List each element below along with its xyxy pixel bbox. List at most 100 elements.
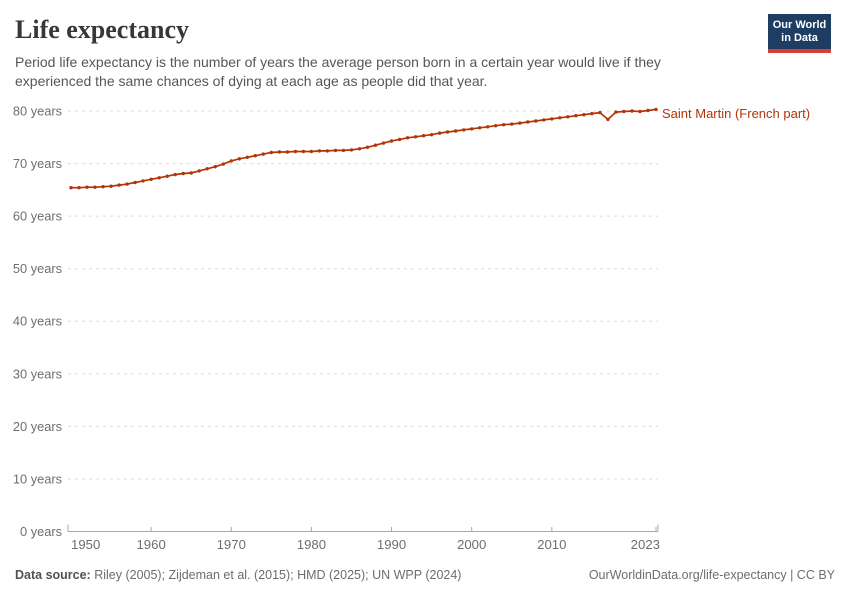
data-point[interactable]	[133, 180, 137, 185]
data-point[interactable]	[622, 109, 626, 114]
data-point[interactable]	[109, 184, 113, 188]
data-point[interactable]	[317, 149, 322, 153]
data-point[interactable]	[445, 130, 450, 134]
data-point[interactable]	[221, 162, 225, 166]
data-point[interactable]	[630, 109, 634, 113]
data-point[interactable]	[510, 122, 514, 126]
data-point[interactable]	[614, 110, 618, 114]
data-point[interactable]	[125, 182, 129, 186]
data-point[interactable]	[405, 136, 410, 140]
page-title: Life expectancy	[15, 15, 190, 44]
data-point[interactable]	[253, 154, 257, 158]
data-point[interactable]	[309, 149, 314, 154]
x-tick-label: 1960	[136, 537, 165, 552]
x-tick-label: 1980	[297, 537, 326, 552]
y-tick-label: 60 years	[13, 209, 62, 224]
data-point[interactable]	[245, 155, 249, 159]
data-source-label: Data source:	[15, 568, 91, 582]
y-tick-label: 30 years	[13, 366, 62, 381]
data-point[interactable]	[389, 139, 394, 143]
data-point[interactable]	[157, 176, 161, 180]
data-point[interactable]	[277, 150, 282, 154]
data-point[interactable]	[421, 134, 426, 138]
data-point[interactable]	[213, 165, 217, 169]
data-point[interactable]	[413, 135, 418, 139]
data-point[interactable]	[341, 148, 346, 153]
data-point[interactable]	[534, 119, 538, 123]
data-point[interactable]	[141, 179, 145, 183]
data-point[interactable]	[261, 152, 265, 156]
data-point[interactable]	[77, 186, 81, 190]
data-point[interactable]	[101, 185, 105, 189]
data-point[interactable]	[381, 141, 386, 145]
data-point[interactable]	[285, 150, 290, 154]
data-point[interactable]	[173, 172, 177, 177]
data-point[interactable]	[478, 126, 482, 130]
data-point[interactable]	[454, 129, 458, 133]
y-tick-label: 70 years	[13, 156, 62, 171]
chart-subtitle: Period life expectancy is the number of …	[15, 53, 661, 91]
data-point[interactable]	[494, 124, 498, 128]
data-point[interactable]	[590, 111, 594, 116]
data-point[interactable]	[181, 171, 185, 176]
series-line[interactable]	[70, 108, 657, 189]
data-point[interactable]	[542, 118, 546, 122]
data-point[interactable]	[237, 157, 241, 161]
data-point[interactable]	[149, 177, 153, 181]
data-point[interactable]	[93, 185, 97, 189]
data-point[interactable]	[462, 128, 466, 132]
data-point[interactable]	[325, 149, 330, 153]
data-point[interactable]	[646, 108, 650, 113]
data-source: Data source: Riley (2005); Zijdeman et a…	[15, 568, 461, 582]
data-point[interactable]	[229, 159, 233, 163]
data-point[interactable]	[269, 150, 273, 155]
data-point[interactable]	[582, 113, 586, 117]
data-point[interactable]	[654, 107, 658, 112]
data-point[interactable]	[638, 109, 642, 114]
data-point[interactable]	[69, 186, 73, 190]
x-tick-label: 2010	[537, 537, 566, 552]
data-point[interactable]	[429, 133, 434, 137]
data-point[interactable]	[606, 117, 610, 122]
data-point[interactable]	[486, 125, 490, 129]
chart-subtitle-line1: Period life expectancy is the number of …	[15, 54, 661, 70]
owid-logo[interactable]: Our World in Data	[768, 14, 831, 53]
data-point[interactable]	[598, 110, 602, 115]
data-point[interactable]	[189, 171, 193, 175]
attribution-link[interactable]: OurWorldinData.org/life-expectancy | CC …	[588, 568, 835, 582]
data-point[interactable]	[349, 148, 354, 152]
data-point[interactable]	[197, 169, 201, 173]
data-point[interactable]	[117, 183, 121, 187]
series-label[interactable]: Saint Martin (French part)	[662, 106, 811, 121]
data-point[interactable]	[574, 114, 578, 118]
data-point[interactable]	[526, 120, 530, 124]
data-point[interactable]	[205, 167, 209, 171]
data-point[interactable]	[301, 149, 306, 154]
y-tick-label: 20 years	[13, 419, 62, 434]
chart-subtitle-line2: experienced the same chances of dying at…	[15, 73, 488, 89]
x-tick-label: 1970	[217, 537, 246, 552]
data-point[interactable]	[566, 115, 570, 119]
data-point[interactable]	[550, 117, 554, 121]
data-point[interactable]	[373, 143, 378, 147]
data-point[interactable]	[397, 137, 402, 142]
data-point[interactable]	[470, 127, 474, 131]
data-point[interactable]	[85, 185, 89, 189]
data-source-text: Riley (2005); Zijdeman et al. (2015); HM…	[90, 568, 462, 582]
data-point[interactable]	[165, 174, 169, 178]
data-point[interactable]	[518, 121, 522, 125]
data-point[interactable]	[558, 116, 562, 120]
data-point[interactable]	[437, 131, 442, 135]
y-tick-label: 10 years	[13, 471, 62, 486]
owid-logo-line1: Our World	[772, 19, 827, 31]
y-tick-label: 0 years	[20, 524, 62, 539]
y-tick-label: 80 years	[13, 103, 62, 118]
x-tick-label: 1950	[71, 537, 100, 552]
data-point[interactable]	[502, 123, 506, 127]
data-point[interactable]	[357, 147, 362, 151]
data-point[interactable]	[333, 148, 338, 153]
data-point[interactable]	[293, 149, 298, 154]
data-point[interactable]	[365, 145, 370, 149]
